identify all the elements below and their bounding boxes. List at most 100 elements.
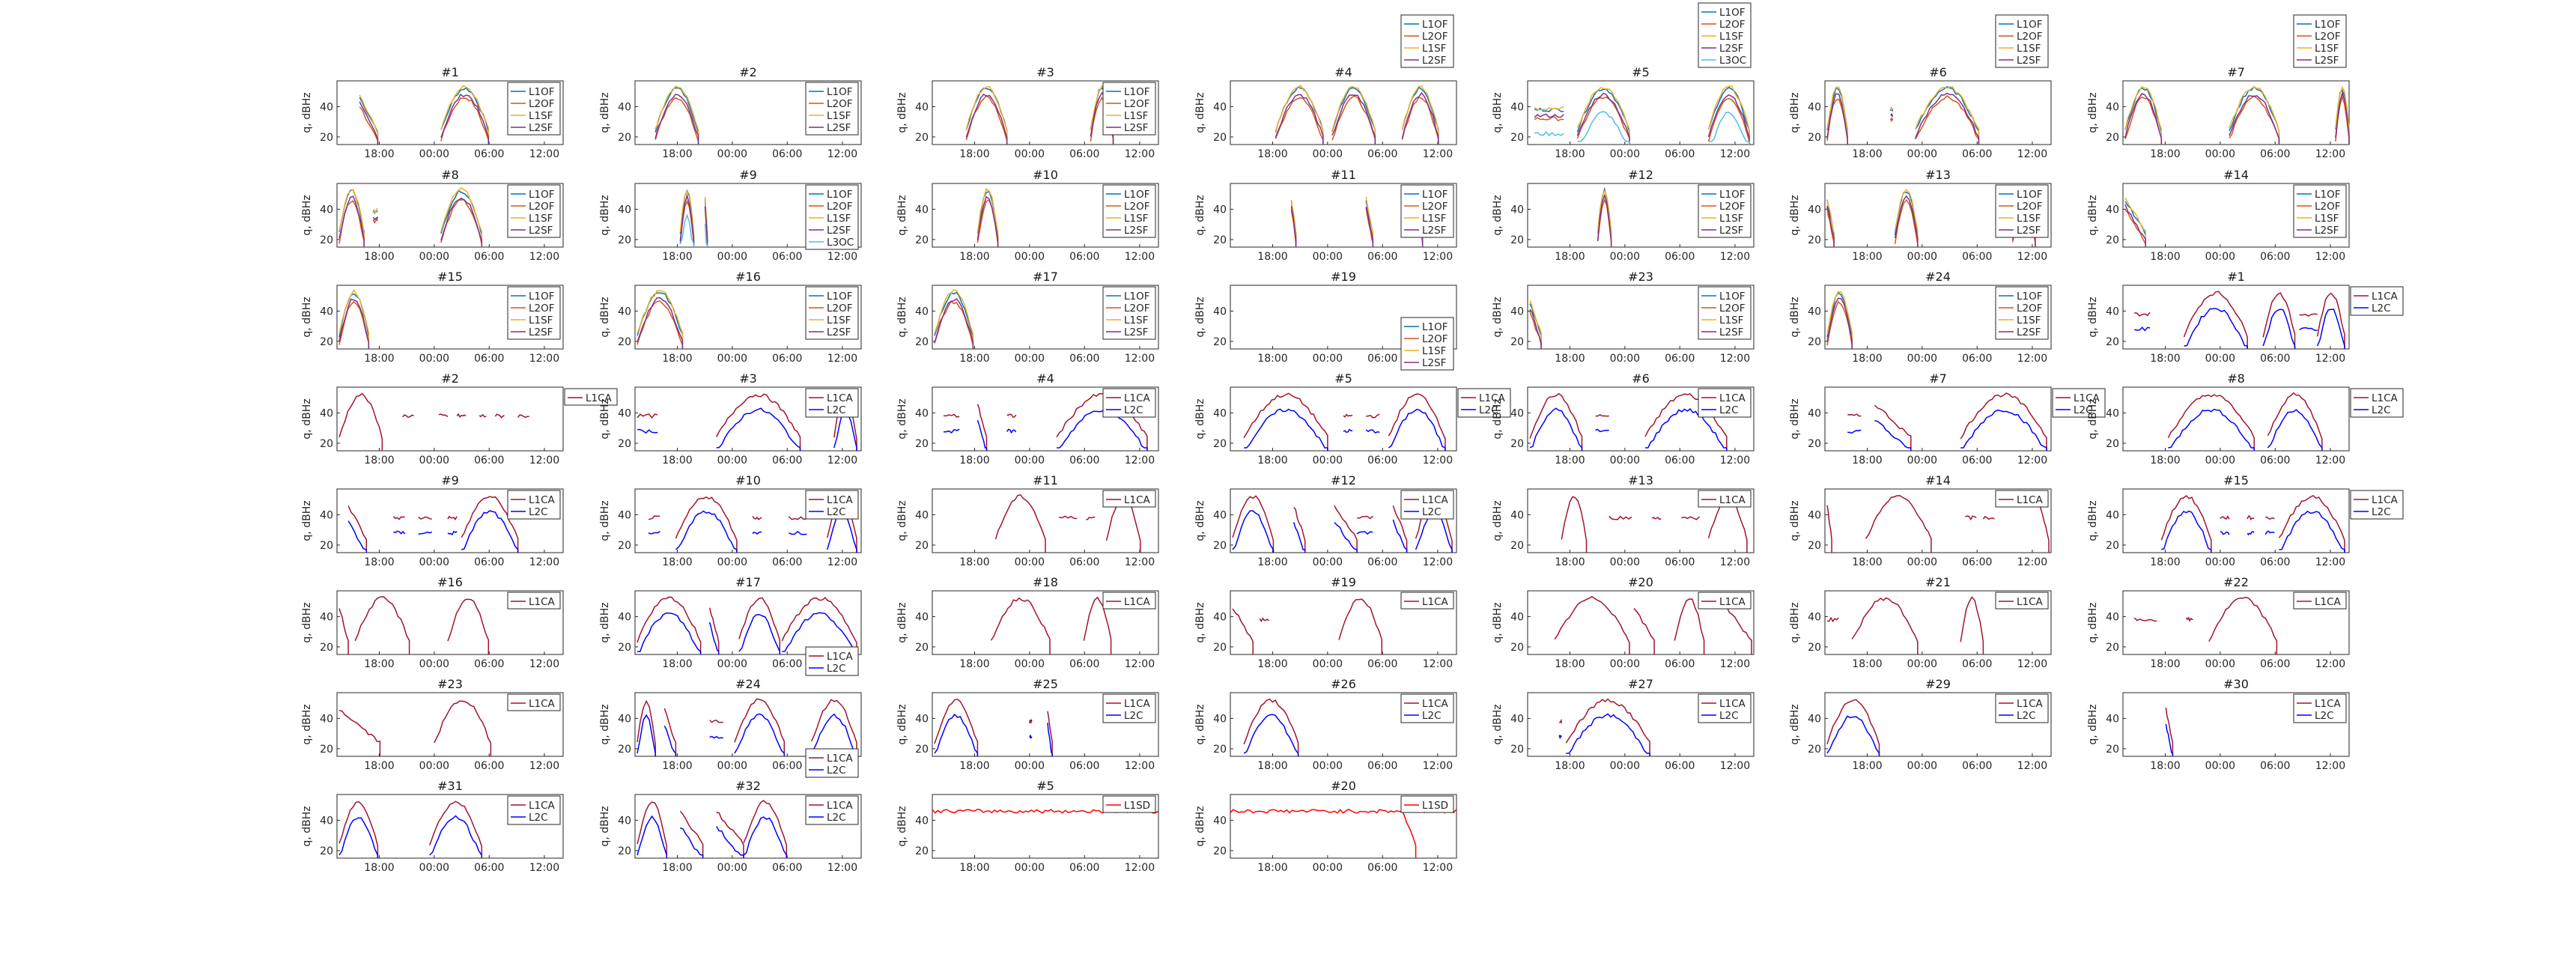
y-tick-label: 40 bbox=[1808, 713, 1821, 725]
panel-32: #12 q, dBHz 20 40 18:00 00:00 06:00 12:00 L1CAL2… bbox=[1194, 473, 1457, 568]
panel-title: #13 bbox=[1925, 168, 1951, 182]
legend-label: L1CA bbox=[827, 753, 854, 765]
series-trace-l2c bbox=[1029, 734, 1033, 739]
series-trace-l1sf bbox=[2124, 85, 2163, 145]
legend-label: L1SF bbox=[827, 110, 851, 122]
series-trace-l1sf bbox=[1401, 85, 1439, 145]
x-tick-label: 12:00 bbox=[827, 251, 857, 263]
series-trace-l2c bbox=[738, 613, 781, 654]
x-tick-label: 06:00 bbox=[772, 251, 802, 263]
legend-box bbox=[1102, 388, 1156, 418]
x-tick-label: 06:00 bbox=[772, 148, 802, 160]
y-tick-label: 40 bbox=[320, 306, 333, 318]
series-trace-l1ca bbox=[479, 413, 487, 418]
y-axis-label: q, dBHz bbox=[301, 195, 313, 235]
series-trace-l1sf bbox=[1890, 106, 1894, 112]
panel-title: #19 bbox=[1331, 575, 1356, 589]
legend-box bbox=[1995, 592, 2049, 610]
x-tick-label: 06:00 bbox=[1367, 251, 1397, 263]
legend-box bbox=[1698, 693, 1752, 723]
series-trace-l1sf bbox=[1275, 85, 1324, 145]
x-tick-label: 12:00 bbox=[529, 658, 559, 670]
legend-box bbox=[1102, 490, 1156, 508]
legend-label: L1CA bbox=[1124, 494, 1151, 506]
legend-label: L2OF bbox=[2017, 303, 2043, 315]
panel-title: #23 bbox=[1628, 270, 1653, 284]
y-axis-label: q, dBHz bbox=[2087, 500, 2099, 541]
x-tick-label: 12:00 bbox=[2017, 658, 2047, 670]
legend-box bbox=[2052, 388, 2106, 418]
legend-label: L2C bbox=[827, 765, 846, 777]
series-trace-l2c bbox=[1826, 715, 1880, 756]
x-tick-label: 12:00 bbox=[1125, 862, 1155, 874]
x-tick-label: 06:00 bbox=[1069, 862, 1099, 874]
series-trace-l2sf bbox=[1894, 195, 1919, 247]
series-trace-l1ca bbox=[716, 811, 744, 858]
series-trace-l2c bbox=[447, 530, 458, 535]
legend-box bbox=[1102, 693, 1156, 723]
x-tick-label: 18:00 bbox=[959, 862, 989, 874]
legend: L1CA bbox=[1995, 490, 2049, 508]
panel-49: #30 q, dBHz 20 40 18:00 00:00 06:00 12:00 L1CAL2… bbox=[2087, 677, 2350, 772]
panel-46: #26 q, dBHz 20 40 18:00 00:00 06:00 12:00 L1CAL2… bbox=[1194, 677, 1457, 772]
series-trace-l2c bbox=[393, 530, 406, 535]
x-tick-label: 12:00 bbox=[529, 556, 559, 568]
legend-label: L2OF bbox=[529, 98, 555, 110]
y-tick-label: 40 bbox=[618, 713, 631, 725]
y-axis-label: q, dBHz bbox=[1194, 195, 1206, 235]
x-tick-label: 00:00 bbox=[717, 556, 747, 568]
x-tick-label: 18:00 bbox=[662, 658, 692, 670]
x-tick-label: 12:00 bbox=[1125, 760, 1155, 772]
x-tick-label: 18:00 bbox=[2150, 353, 2180, 365]
series-trace-l1sf bbox=[440, 85, 490, 145]
y-axis-label: q, dBHz bbox=[599, 806, 611, 846]
x-tick-label: 18:00 bbox=[2150, 251, 2180, 263]
x-tick-label: 00:00 bbox=[1313, 251, 1343, 263]
series-trace-l1ca bbox=[1366, 413, 1380, 419]
legend-label: L1SF bbox=[1124, 315, 1148, 326]
series-trace-l1ca bbox=[810, 699, 857, 756]
x-tick-label: 18:00 bbox=[1852, 556, 1882, 568]
series-trace-l1sf bbox=[654, 85, 699, 145]
series-trace-l2c bbox=[680, 827, 704, 858]
panel-title: #32 bbox=[735, 779, 761, 793]
series-trace-l1ca bbox=[1874, 404, 1912, 451]
x-tick-label: 12:00 bbox=[2017, 556, 2047, 568]
axes-box bbox=[1824, 386, 2052, 452]
y-tick-label: 40 bbox=[618, 306, 631, 318]
series-trace-l1sf bbox=[359, 94, 379, 145]
panel-title: #17 bbox=[735, 575, 761, 589]
series-trace-l1sf bbox=[1826, 291, 1853, 349]
series-trace-l1ca bbox=[1259, 617, 1269, 622]
x-tick-label: 06:00 bbox=[1367, 658, 1397, 670]
legend-box bbox=[1400, 592, 1454, 610]
legend-label: L1CA bbox=[1719, 494, 1746, 506]
series-trace-l2of bbox=[654, 97, 699, 145]
series-trace-l1sf bbox=[1576, 87, 1630, 145]
x-tick-label: 00:00 bbox=[419, 353, 449, 365]
y-tick-label: 20 bbox=[320, 845, 333, 857]
series-trace-l1ca bbox=[1392, 505, 1408, 553]
x-tick-label: 00:00 bbox=[1610, 658, 1640, 670]
x-tick-label: 18:00 bbox=[2150, 556, 2180, 568]
y-tick-label: 40 bbox=[915, 306, 929, 318]
series-trace-l1ca bbox=[338, 392, 383, 451]
panel-42: #22 q, dBHz 20 40 18:00 00:00 06:00 12:00 L1CA bbox=[2087, 575, 2350, 670]
y-tick-label: 40 bbox=[1808, 407, 1821, 419]
y-tick-label: 40 bbox=[320, 204, 333, 216]
series-trace-l2c bbox=[1960, 409, 2047, 451]
x-tick-label: 12:00 bbox=[1720, 658, 1750, 670]
series-trace-l1sf bbox=[976, 188, 999, 247]
x-tick-label: 06:00 bbox=[474, 556, 504, 568]
legend-box bbox=[507, 592, 561, 610]
panel-39: #19 q, dBHz 20 40 18:00 00:00 06:00 12:00 L1CA bbox=[1194, 575, 1457, 670]
y-axis-label: q, dBHz bbox=[1789, 398, 1801, 439]
legend-label: L1OF bbox=[2017, 19, 2043, 31]
